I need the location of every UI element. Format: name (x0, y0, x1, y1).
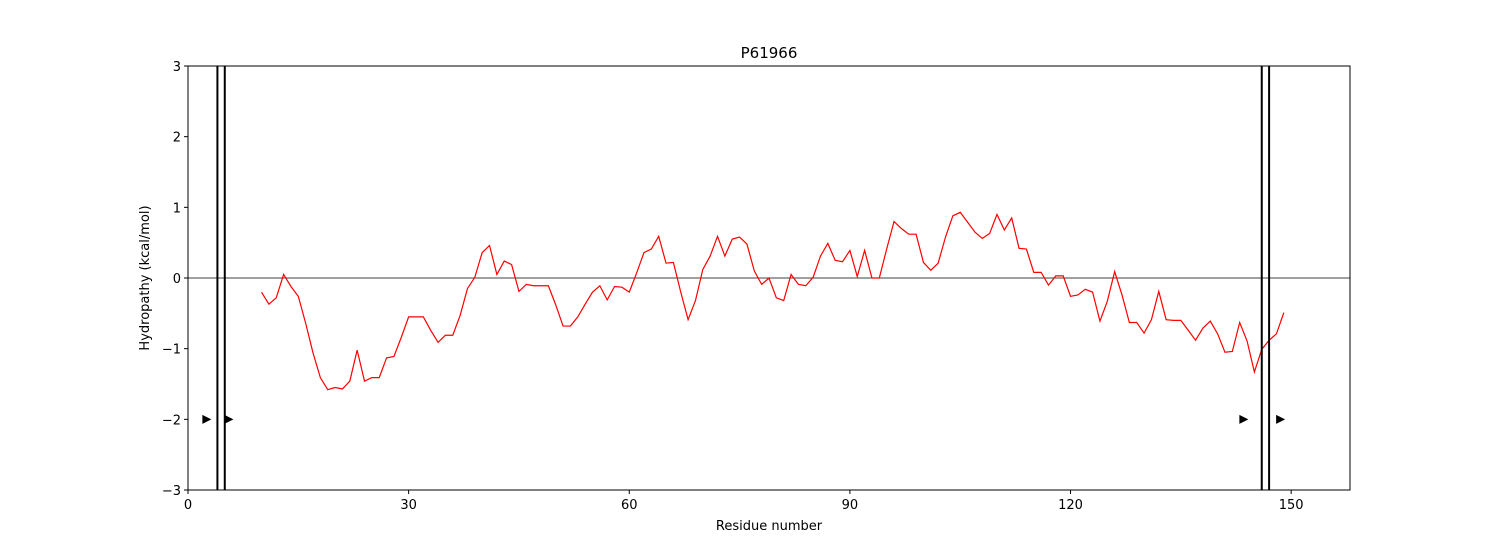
plot-content (188, 66, 1350, 490)
triangle-marker-2 (1239, 414, 1249, 424)
x-tick-label-5: 150 (1279, 498, 1304, 513)
y-axis: −3 −2 −1 0 1 2 3 (162, 60, 188, 499)
triangle-marker-3 (1276, 414, 1286, 424)
y-tick-label-0: −3 (162, 484, 181, 499)
x-tick-label-3: 90 (842, 498, 859, 513)
x-axis-label: Residue number (716, 519, 823, 534)
y-tick-label-3: 0 (173, 272, 181, 287)
y-axis-label: Hydropathy (kcal/mol) (138, 205, 153, 350)
chart-title: P61966 (741, 44, 798, 62)
y-tick-label-2: −1 (162, 343, 181, 358)
y-tick-label-1: −2 (162, 413, 181, 428)
y-tick-label-4: 1 (173, 201, 181, 216)
y-tick-label-6: 3 (173, 60, 181, 75)
x-tick-label-0: 0 (184, 498, 192, 513)
x-tick-label-2: 60 (621, 498, 638, 513)
x-axis: 0 30 60 90 120 150 (184, 490, 1304, 513)
triangle-marker-0 (202, 414, 212, 424)
x-tick-label-1: 30 (400, 498, 417, 513)
x-tick-label-4: 120 (1058, 498, 1083, 513)
triangle-marker-1 (224, 414, 234, 424)
series-line-0 (261, 211, 1285, 391)
y-tick-label-5: 2 (173, 131, 181, 146)
